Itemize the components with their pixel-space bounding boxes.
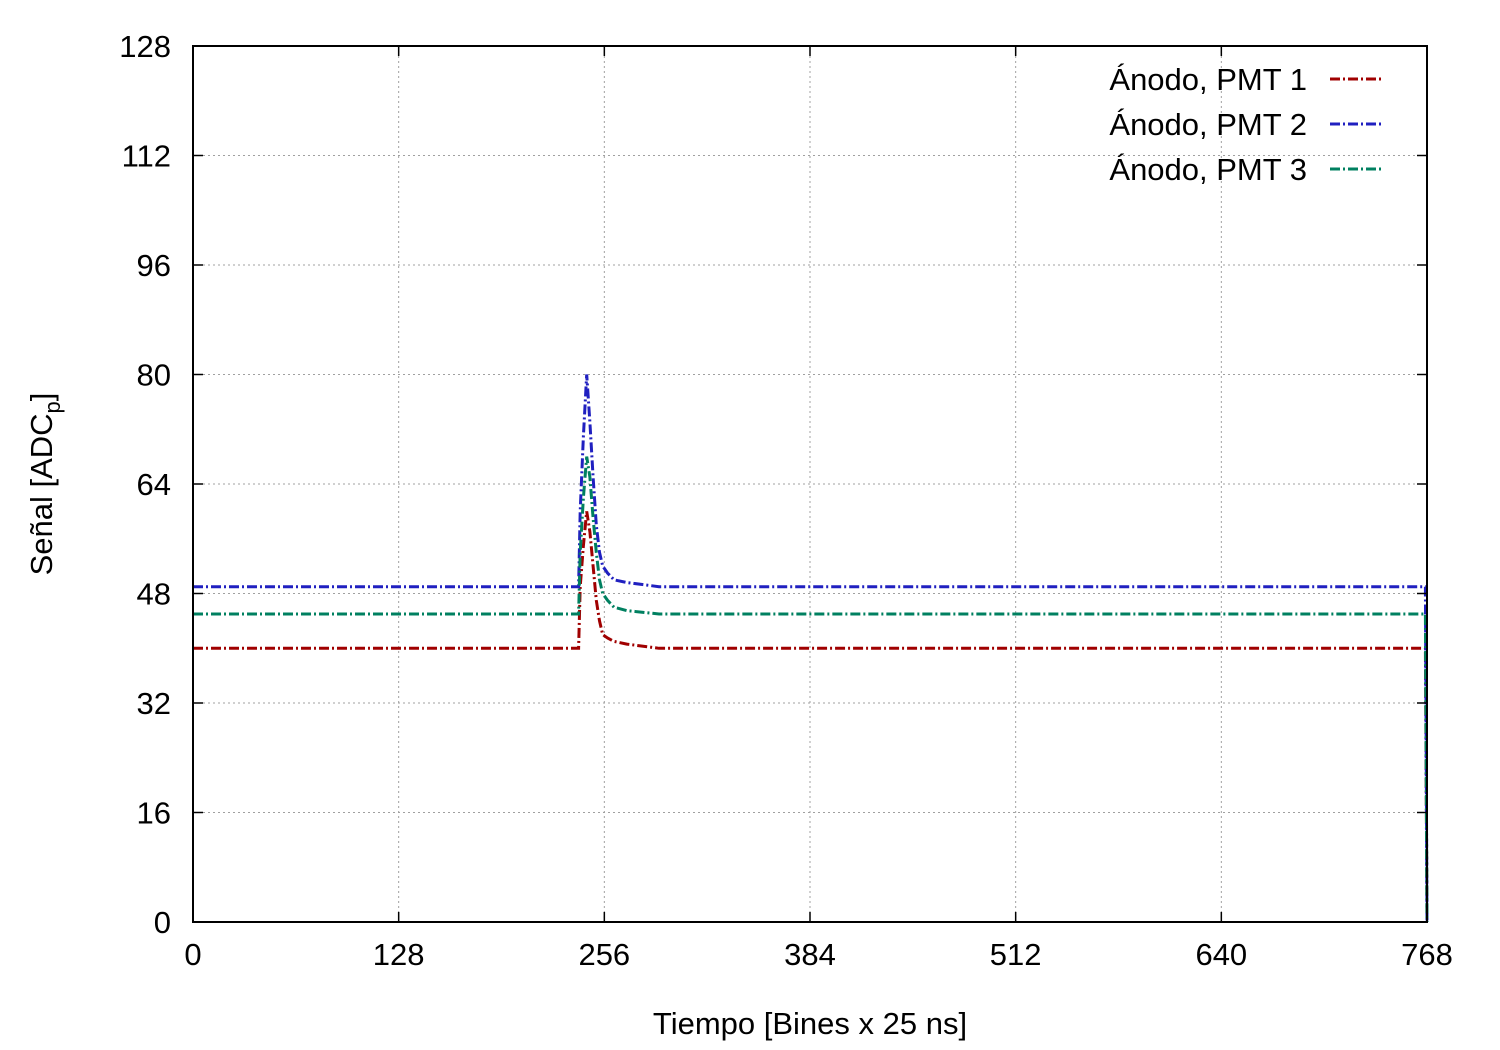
y-tick-label: 112	[122, 139, 171, 174]
legend-label-pmt-3: Ánodo, PMT 3	[1109, 152, 1307, 187]
y-tick-label: 0	[154, 905, 171, 940]
x-tick-label: 768	[1401, 937, 1453, 972]
y-axis-title-main: Señal [ADC	[24, 413, 59, 575]
grid	[193, 46, 1427, 922]
y-tick-labels: 0 16 32 48 64 80 96 112 128	[119, 29, 171, 940]
series-group	[193, 374, 1429, 923]
y-tick-label: 64	[137, 467, 171, 502]
tick-marks	[192, 45, 1428, 923]
y-tick-label: 128	[119, 29, 171, 64]
x-tick-label: 640	[1195, 937, 1247, 972]
y-tick-label: 16	[137, 796, 171, 831]
x-tick-labels: 0 128 256 384 512 640 768	[184, 937, 1452, 972]
legend-label-pmt-1: Ánodo, PMT 1	[1109, 62, 1307, 97]
legend: Ánodo, PMT 1 Ánodo, PMT 2 Ánodo, PMT 3	[1109, 62, 1384, 187]
x-tick-label: 384	[784, 937, 836, 972]
y-tick-label: 32	[137, 686, 171, 721]
x-tick-label: 128	[373, 937, 425, 972]
y-axis-title-subscript: p	[40, 401, 65, 413]
x-axis-title: Tiempo [Bines x 25 ns]	[653, 1006, 967, 1041]
y-axis-title: Señal [ADCp]	[24, 393, 65, 576]
y-tick-label: 48	[137, 577, 171, 612]
y-tick-label: 80	[137, 358, 171, 393]
x-tick-label: 256	[578, 937, 630, 972]
x-tick-label: 0	[184, 937, 201, 972]
legend-label-pmt-2: Ánodo, PMT 2	[1109, 107, 1307, 142]
series-line-pmt-3	[193, 456, 1429, 923]
y-axis-title-end: ]	[24, 393, 59, 402]
x-tick-label: 512	[990, 937, 1042, 972]
y-tick-label: 96	[137, 248, 171, 283]
